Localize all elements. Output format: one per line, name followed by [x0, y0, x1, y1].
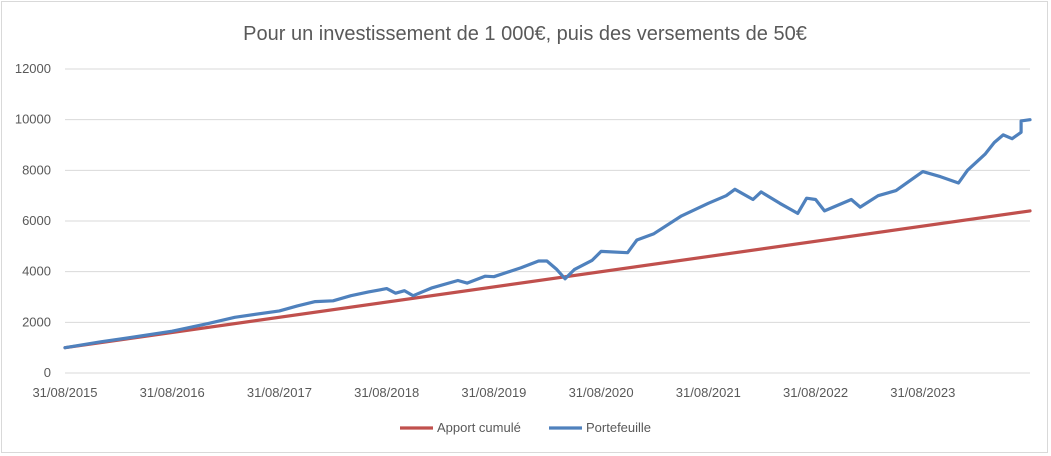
x-axis-ticks: 31/08/2015 31/08/2016 31/08/2017 31/08/2018…	[32, 385, 955, 400]
legend-label: Apport cumulé	[437, 420, 521, 435]
y-axis-ticks: 0 2000 4000 6000 8000 10000 12000	[15, 61, 51, 380]
x-tick-label: 31/08/2016	[140, 385, 205, 400]
legend-label: Portefeuille	[586, 420, 651, 435]
x-tick-label: 31/08/2018	[354, 385, 419, 400]
series-line-portefeuille	[63, 118, 1032, 350]
y-tick-label: 12000	[15, 61, 51, 76]
x-tick-label: 31/08/2015	[32, 385, 97, 400]
y-tick-label: 6000	[22, 213, 51, 228]
x-tick-label: 31/08/2023	[890, 385, 955, 400]
y-tick-label: 2000	[22, 314, 51, 329]
y-tick-label: 4000	[22, 264, 51, 279]
y-tick-label: 0	[44, 365, 51, 380]
gridlines	[65, 68, 1030, 374]
series-group	[63, 118, 1032, 350]
x-tick-label: 31/08/2020	[569, 385, 634, 400]
y-tick-label: 8000	[22, 162, 51, 177]
x-tick-label: 31/08/2019	[461, 385, 526, 400]
x-tick-label: 31/08/2017	[247, 385, 312, 400]
legend: Apport cumulé Portefeuille	[400, 420, 651, 435]
series-line-apport-cumule	[63, 209, 1032, 350]
x-tick-label: 31/08/2022	[783, 385, 848, 400]
x-tick-label: 31/08/2021	[676, 385, 741, 400]
chart-title: Pour un investissement de 1 000€, puis d…	[243, 23, 807, 45]
y-tick-label: 10000	[15, 112, 51, 127]
